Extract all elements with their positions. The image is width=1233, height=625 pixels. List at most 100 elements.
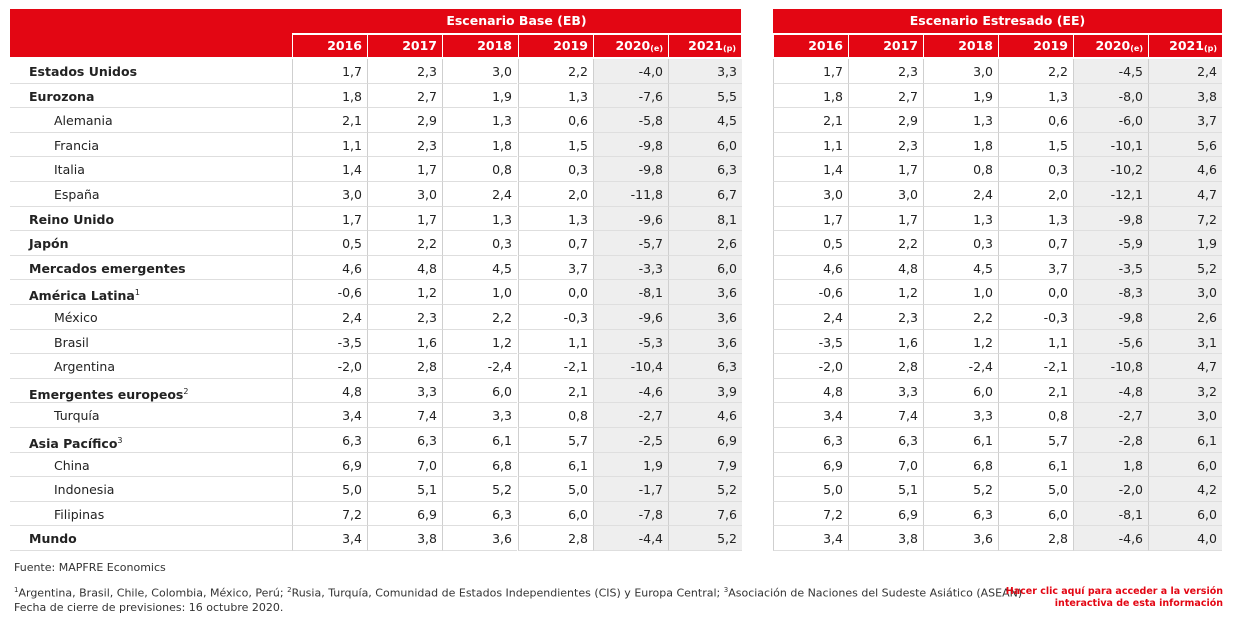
base-value-cell: 1,7: [367, 157, 442, 182]
base-value-cell: 4,5: [442, 255, 517, 281]
base-year-header: 2016: [292, 35, 367, 57]
stress-value-cell: 2,1: [773, 108, 848, 133]
base-year-header: 2021(p): [668, 35, 741, 57]
stress-value-cell: -4,5: [1073, 59, 1148, 84]
base-value-cell: 1,6: [367, 329, 442, 355]
base-value-cell: 0,6: [518, 108, 593, 133]
base-value-cell: -7,8: [593, 501, 668, 527]
stress-value-cell: 7,2: [1148, 206, 1222, 232]
base-value-cell: 6,9: [292, 452, 367, 478]
stress-value-cell: 1,3: [998, 83, 1073, 109]
base-value-cell: -2,4: [442, 354, 517, 379]
base-value-cell: 3,3: [442, 403, 517, 428]
base-year-header: 2020(e): [593, 35, 668, 57]
year-label: 2018: [958, 38, 993, 53]
base-value-cell: 3,0: [442, 59, 517, 84]
stress-value-cell: 0,6: [998, 108, 1073, 133]
base-value-cell: 3,0: [367, 182, 442, 207]
stress-value-cell: 3,3: [923, 403, 998, 428]
base-value-cell: 7,6: [668, 501, 742, 527]
stress-value-cell: 0,5: [773, 231, 848, 256]
stress-value-cell: -12,1: [1073, 182, 1148, 207]
base-value-cell: 1,8: [442, 132, 517, 158]
year-label: 2016: [808, 38, 843, 53]
stress-value-cell: 2,8: [998, 526, 1073, 551]
base-value-cell: 2,6: [668, 231, 742, 256]
row-label-text: Mundo: [29, 531, 77, 547]
base-value-cell: 0,8: [518, 403, 593, 428]
base-value-cell: 3,6: [668, 305, 742, 330]
stress-value-cell: 1,8: [923, 132, 998, 158]
row-label: Brasil: [10, 330, 292, 355]
row-label-text: Reino Unido: [29, 211, 115, 227]
stress-value-cell: -8,1: [1073, 501, 1148, 527]
base-value-cell: 5,5: [668, 83, 742, 109]
stress-value-cell: 4,2: [1148, 477, 1222, 502]
stress-value-cell: 0,3: [923, 231, 998, 256]
stress-value-cell: 3,3: [848, 378, 923, 404]
stress-value-cell: 1,5: [998, 132, 1073, 158]
stress-scenario-header: Escenario Estresado (EE) 2016 2017 2018 201…: [773, 9, 1222, 57]
stress-value-cell: -0,3: [998, 305, 1073, 330]
base-value-cell: 2,9: [367, 108, 442, 133]
stress-value-cell: 1,2: [848, 280, 923, 305]
base-value-cell: -2,5: [593, 428, 668, 453]
footnote-mark: 2: [287, 586, 292, 594]
row-label: España: [10, 182, 292, 207]
base-value-cell: 7,2: [292, 501, 367, 527]
stress-value-cell: 4,6: [1148, 157, 1222, 182]
stress-value-cell: 0,7: [998, 231, 1073, 256]
stress-value-cell: 3,4: [773, 526, 848, 551]
year-suffix: (p): [722, 44, 736, 53]
stress-value-cell: 2,6: [1148, 305, 1222, 330]
year-suffix: (p): [1203, 44, 1217, 53]
stress-value-cell: -5,9: [1073, 231, 1148, 256]
footnote-text: Argentina, Brasil, Chile, Colombia, Méxi…: [18, 586, 288, 600]
base-value-cell: 5,0: [292, 477, 367, 502]
row-label: Turquía: [10, 403, 292, 428]
stress-value-cell: 1,8: [1073, 452, 1148, 478]
row-label-text: Japón: [29, 236, 69, 252]
stress-year-header: 2017: [848, 35, 923, 57]
stress-year-header: 2018: [923, 35, 998, 57]
stress-value-cell: 3,8: [848, 526, 923, 551]
base-value-cell: 1,3: [518, 206, 593, 232]
base-value-cell: -5,3: [593, 329, 668, 355]
base-value-cell: -5,7: [593, 231, 668, 256]
base-value-cell: 1,7: [292, 59, 367, 84]
base-value-cell: 5,2: [668, 477, 742, 502]
stress-value-cell: 3,0: [1148, 403, 1222, 428]
base-value-cell: 1,3: [442, 206, 517, 232]
interactive-version-link[interactable]: Hacer clic aquí para acceder a la versió…: [1006, 586, 1223, 610]
row-label-text: Alemania: [54, 113, 113, 129]
stress-value-cell: -8,3: [1073, 280, 1148, 305]
stress-value-cell: 2,8: [848, 354, 923, 379]
stress-value-cell: 2,1: [998, 378, 1073, 404]
stress-year-header: 2019: [998, 35, 1073, 57]
year-label: 2017: [883, 38, 918, 53]
stress-value-cell: 1,6: [848, 329, 923, 355]
base-value-cell: 6,1: [518, 452, 593, 478]
row-label: Francia: [10, 133, 292, 158]
stress-value-cell: 5,2: [923, 477, 998, 502]
row-label: Asia Pacífico3: [10, 428, 292, 453]
base-scenario-title: Escenario Base (EB): [446, 13, 587, 28]
stress-value-cell: 4,6: [773, 255, 848, 281]
stress-value-cell: 3,6: [923, 526, 998, 551]
base-value-cell: -9,6: [593, 305, 668, 330]
year-suffix: (e): [650, 44, 663, 53]
base-value-cell: 2,3: [367, 132, 442, 158]
stress-value-cell: -10,2: [1073, 157, 1148, 182]
year-label: 2016: [327, 38, 362, 53]
base-value-cell: 0,5: [292, 231, 367, 256]
base-value-cell: 2,8: [367, 354, 442, 379]
stress-value-cell: 4,0: [1148, 526, 1222, 551]
row-label-text: Filipinas: [54, 506, 105, 522]
stress-value-cell: 4,7: [1148, 354, 1222, 379]
stress-value-cell: 1,0: [923, 280, 998, 305]
base-value-cell: 7,9: [668, 452, 742, 478]
row-label: Mundo: [10, 526, 292, 551]
base-value-cell: 1,7: [367, 206, 442, 232]
base-value-cell: 1,1: [292, 132, 367, 158]
base-value-cell: 1,9: [593, 452, 668, 478]
